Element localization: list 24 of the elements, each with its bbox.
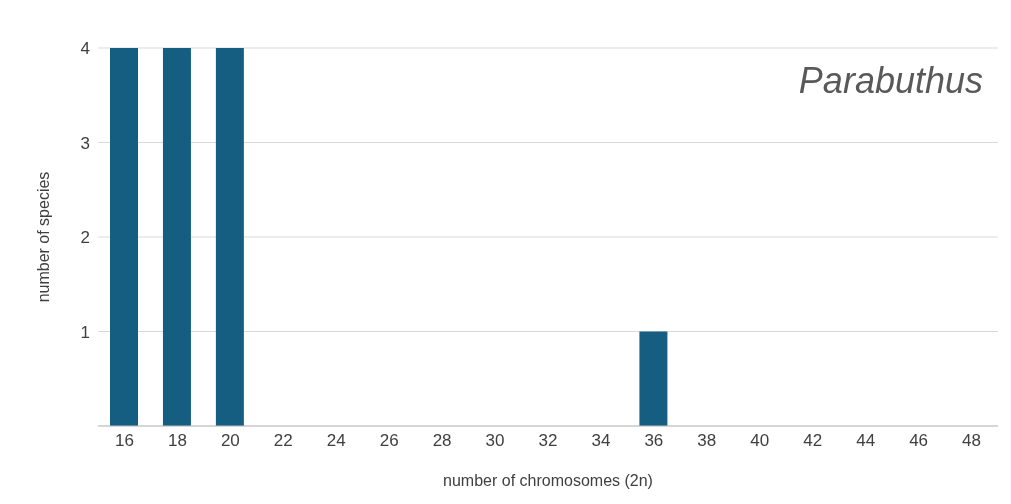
y-axis-title: number of species — [34, 171, 52, 303]
chart-title: Parabuthus — [798, 60, 983, 102]
x-tick-label: 26 — [379, 431, 399, 451]
x-tick-label: 20 — [220, 431, 240, 451]
x-tick-label: 22 — [273, 431, 293, 451]
x-tick-label: 42 — [803, 431, 823, 451]
x-tick-label: 46 — [909, 431, 929, 451]
x-tick-label: 16 — [115, 431, 134, 451]
x-tick-label: 30 — [485, 431, 505, 451]
x-tick-label: 32 — [538, 431, 558, 451]
x-axis-title: number of chromosomes (2n) — [443, 472, 653, 489]
x-tick-label: 40 — [750, 431, 770, 451]
x-tick-label: 24 — [326, 431, 346, 451]
x-tick-label: 28 — [432, 431, 452, 451]
x-tick-label: 34 — [591, 431, 611, 451]
x-tick-label: 44 — [856, 431, 876, 451]
y-tick-label: 3 — [80, 133, 90, 153]
x-tick-label: 18 — [167, 431, 187, 451]
x-tick-label: 48 — [962, 431, 981, 451]
x-tick-label: 36 — [644, 431, 664, 451]
y-tick-label: 4 — [80, 39, 90, 59]
y-tick-label: 2 — [80, 228, 90, 248]
x-tick-label: 38 — [697, 431, 717, 451]
y-tick-label: 1 — [80, 322, 90, 342]
